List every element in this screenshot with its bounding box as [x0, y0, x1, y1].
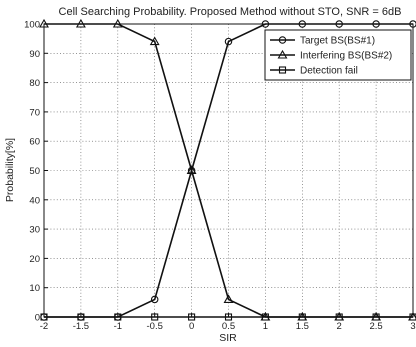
x-tick-label: 0.5: [222, 321, 235, 332]
legend-label: Target BS(BS#1): [300, 36, 375, 47]
y-tick-label: 70: [29, 107, 40, 118]
x-tick-label: 2: [337, 321, 342, 332]
x-tick-label: 0: [189, 321, 194, 332]
chart-title: Cell Searching Probability. Proposed Met…: [59, 6, 402, 18]
y-tick-label: 60: [29, 137, 40, 148]
data-point: [372, 20, 380, 28]
data-point: [188, 313, 196, 321]
legend-marker: [278, 66, 287, 74]
y-tick-label: 30: [29, 225, 40, 236]
y-axis-label: Probability[%]: [4, 138, 16, 202]
legend-label: Interfering BS(BS#2): [300, 51, 392, 62]
data-point: [224, 313, 233, 321]
legend-marker: [277, 49, 288, 59]
x-tick-label: -1.5: [73, 321, 89, 332]
legend-item: Target BS(BS#1): [270, 36, 375, 47]
series-square: [40, 313, 416, 321]
data-point: [261, 20, 270, 28]
x-axis-label: SIR: [219, 332, 237, 344]
data-point: [335, 20, 343, 28]
y-tick-label: 100: [24, 20, 40, 31]
data-point: [335, 313, 343, 321]
data-point: [77, 313, 85, 321]
data-point: [187, 166, 196, 175]
y-tick-label: 50: [29, 166, 40, 177]
data-point: [112, 18, 123, 28]
legend-label: Detection fail: [300, 66, 358, 77]
y-tick-label: 40: [29, 195, 40, 206]
data-point: [224, 37, 233, 46]
data-point: [39, 18, 49, 28]
x-tick-label: 1.5: [296, 321, 309, 332]
x-tick-label: 3: [410, 321, 415, 332]
y-tick-label: 90: [29, 49, 40, 60]
x-tick-label: -0.5: [147, 321, 163, 332]
y-tick-label: 10: [29, 283, 40, 294]
legend-item: Interfering BS(BS#2): [270, 49, 392, 62]
y-tick-label: 20: [29, 254, 40, 265]
data-point: [114, 313, 122, 321]
x-tick-label: 2.5: [369, 321, 382, 332]
y-tick-label: 0: [35, 313, 40, 324]
data-point: [151, 313, 159, 321]
data-point: [149, 36, 160, 46]
series-group: [39, 18, 416, 321]
data-point: [409, 20, 416, 28]
x-tick-label: 1: [263, 321, 268, 332]
data-point: [150, 295, 159, 304]
data-point: [298, 20, 307, 28]
data-point: [298, 313, 306, 321]
x-tick-label: -1: [114, 321, 122, 332]
legend-item: Detection fail: [270, 66, 358, 77]
data-point: [409, 313, 416, 321]
legend-marker: [278, 36, 287, 44]
y-tick-label: 80: [29, 78, 40, 89]
data-point: [40, 313, 48, 321]
data-point: [223, 294, 234, 303]
legend: Target BS(BS#1) Interfering BS(BS#2) Detec…: [264, 29, 412, 81]
x-tick-label: -2: [40, 321, 48, 332]
data-point: [372, 313, 380, 321]
data-point: [261, 313, 269, 321]
data-point: [75, 18, 86, 28]
